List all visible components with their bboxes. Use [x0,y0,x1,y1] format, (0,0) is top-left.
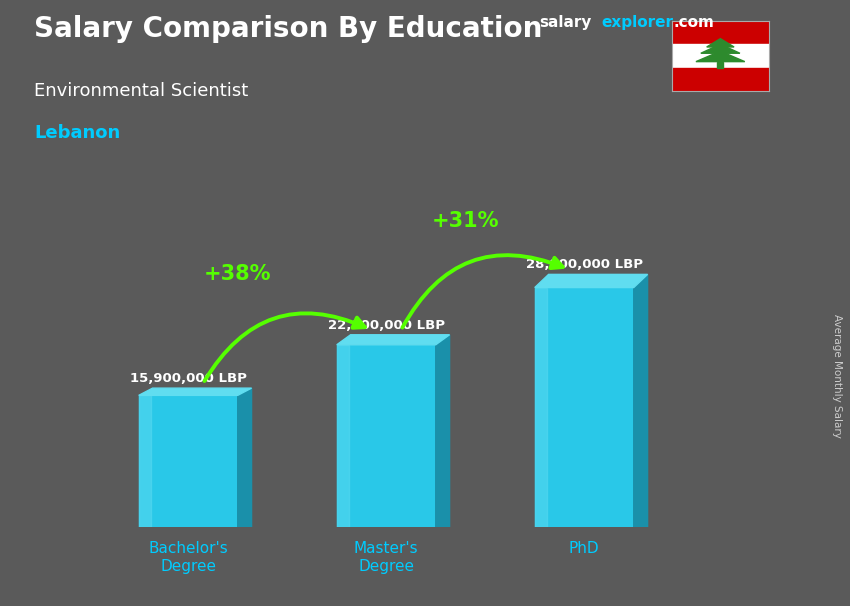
Polygon shape [436,335,450,527]
Polygon shape [717,62,723,68]
Text: +31%: +31% [432,211,499,231]
Polygon shape [238,388,252,527]
Text: Environmental Scientist: Environmental Scientist [34,82,248,100]
Bar [672,21,769,44]
Bar [672,68,769,91]
Polygon shape [139,395,150,527]
Polygon shape [696,51,745,62]
Polygon shape [337,345,348,527]
Polygon shape [706,39,734,47]
Text: 28,900,000 LBP: 28,900,000 LBP [526,258,643,271]
Polygon shape [634,275,648,527]
Text: 22,000,000 LBP: 22,000,000 LBP [328,319,445,331]
Text: salary: salary [540,15,592,30]
Text: explorer: explorer [601,15,673,30]
Polygon shape [139,388,252,395]
Polygon shape [535,288,547,527]
Text: Salary Comparison By Education: Salary Comparison By Education [34,15,542,43]
Polygon shape [139,395,238,527]
Text: 15,900,000 LBP: 15,900,000 LBP [130,372,246,385]
Polygon shape [337,345,436,527]
Text: Average Monthly Salary: Average Monthly Salary [832,314,842,438]
Polygon shape [700,44,740,53]
Polygon shape [535,288,634,527]
Text: Lebanon: Lebanon [34,124,120,142]
Text: +38%: +38% [204,264,271,284]
Text: .com: .com [673,15,714,30]
Polygon shape [337,335,450,345]
Bar [672,44,769,68]
Polygon shape [535,275,648,288]
